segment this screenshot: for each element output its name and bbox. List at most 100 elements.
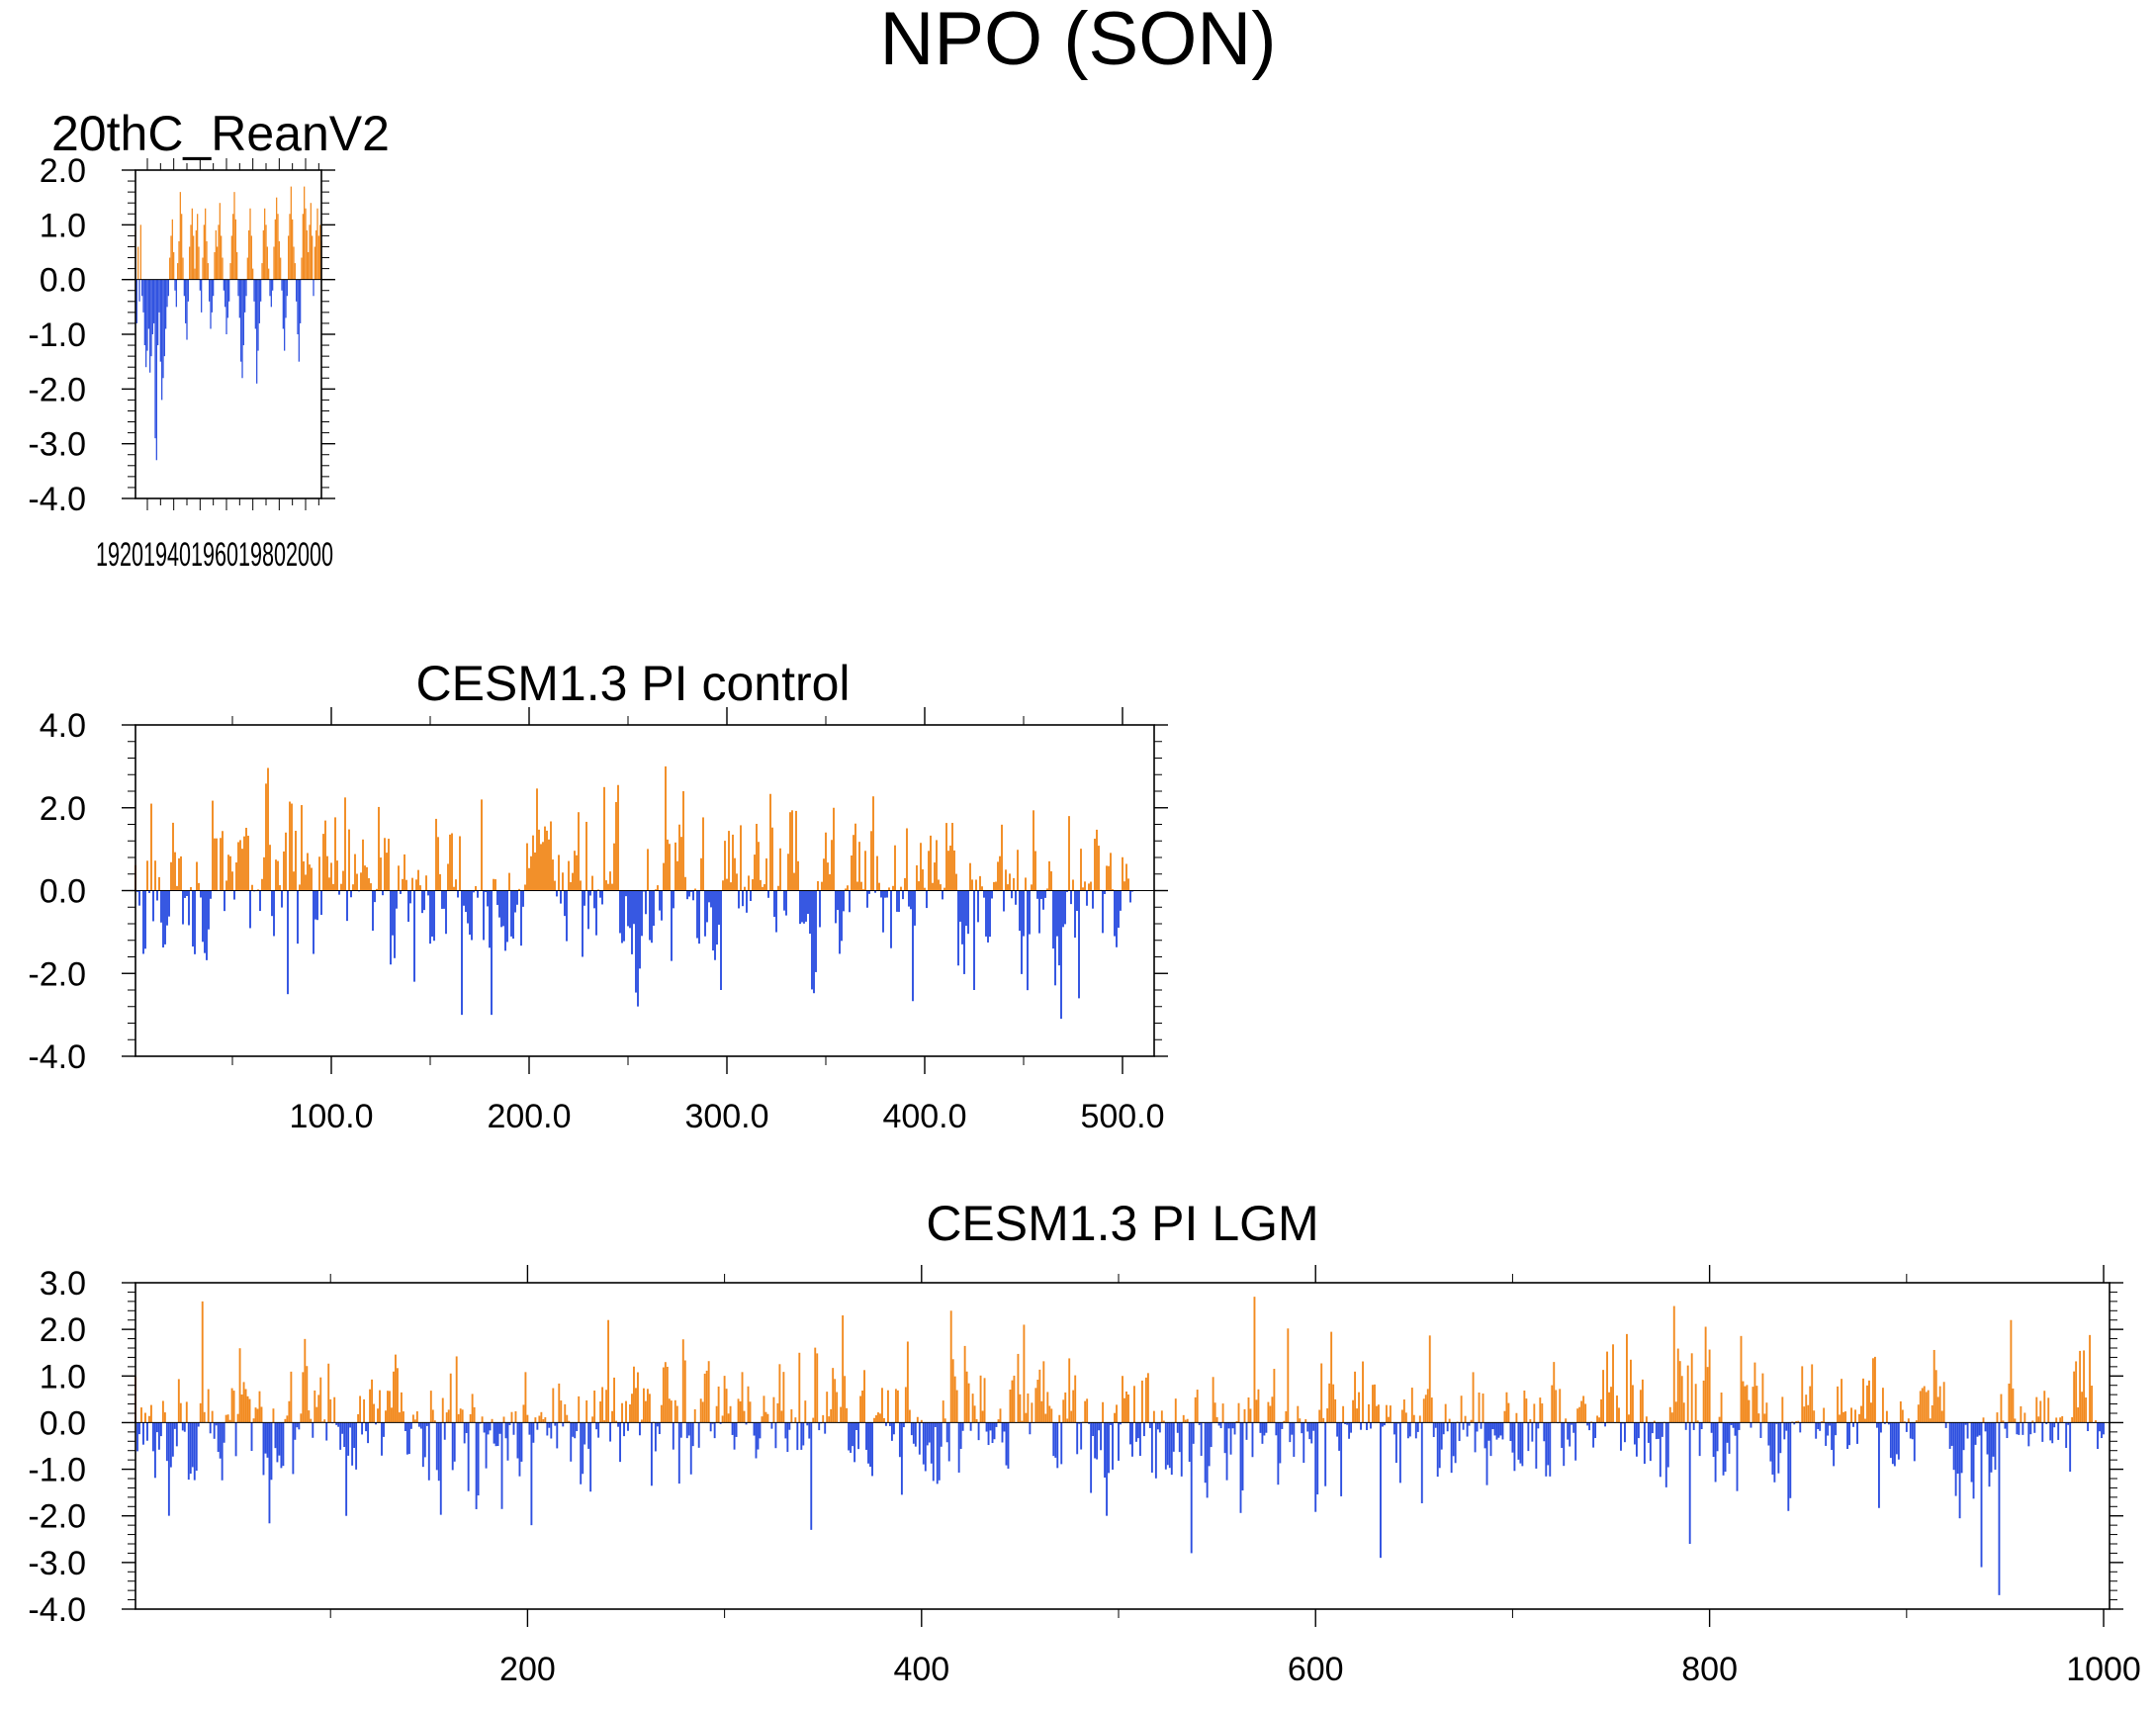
- bar-3-157: [441, 1397, 444, 1423]
- bar-3-81: [292, 1422, 295, 1475]
- bar-3-536: [1188, 1422, 1191, 1462]
- bar-3-586: [1287, 1328, 1290, 1423]
- bar-3-751: [1612, 1344, 1614, 1423]
- bar-3-59: [248, 1398, 251, 1423]
- bar-2-113: [356, 873, 358, 891]
- bar-2-208: [544, 826, 546, 891]
- bar-3-663: [1438, 1422, 1441, 1469]
- bar-3-272: [668, 1398, 671, 1423]
- bar-1-42: [189, 246, 191, 280]
- bar-3-638: [1389, 1405, 1392, 1423]
- bar-2-296: [718, 890, 720, 925]
- bar-3-736: [1582, 1395, 1585, 1423]
- bar-1-95: [258, 279, 260, 323]
- bar-1-3: [137, 246, 139, 280]
- bar-3-248: [621, 1402, 623, 1423]
- bar-3-41: [213, 1422, 216, 1439]
- bar-3-214: [554, 1422, 557, 1426]
- xtick-label: 300.0: [684, 1098, 768, 1135]
- bar-2-31: [194, 890, 196, 954]
- bar-3-455: [1029, 1422, 1032, 1435]
- bar-3-167: [461, 1409, 464, 1423]
- bar-3-473: [1064, 1392, 1067, 1423]
- bar-3-546: [1208, 1422, 1211, 1467]
- bar-2-160: [449, 834, 451, 891]
- bar-2-85: [301, 805, 303, 891]
- bar-1-23: [163, 279, 165, 357]
- bar-3-158: [443, 1422, 446, 1440]
- bar-3-224: [574, 1422, 577, 1439]
- bar-2-254: [635, 890, 637, 993]
- bar-2-225: [578, 812, 580, 891]
- bar-3-596: [1306, 1422, 1309, 1432]
- bar-3-724: [1559, 1389, 1562, 1423]
- bar-3-267: [658, 1422, 661, 1434]
- bar-1-12: [149, 279, 151, 373]
- bar-3-867: [1841, 1379, 1843, 1423]
- bar-3-683: [1478, 1392, 1481, 1423]
- bar-3-967: [2037, 1416, 2040, 1423]
- bar-2-59: [249, 890, 251, 929]
- bar-3-927: [1958, 1422, 1961, 1519]
- bar-3-260: [644, 1400, 647, 1423]
- bar-3-382: [885, 1422, 887, 1426]
- bar-3-555: [1225, 1422, 1228, 1481]
- bar-3-830: [1767, 1422, 1770, 1446]
- bar-3-714: [1539, 1397, 1542, 1423]
- bar-3-511: [1138, 1422, 1141, 1457]
- bar-2-262: [651, 890, 653, 944]
- bar-3-802: [1712, 1422, 1715, 1458]
- bar-2-205: [538, 829, 540, 891]
- bar-2-346: [817, 881, 819, 891]
- bar-2-132: [394, 890, 396, 958]
- bar-3-973: [2049, 1422, 2052, 1441]
- bar-2-438: [999, 855, 1001, 891]
- bar-2-425: [973, 890, 975, 990]
- bar-3-436: [991, 1422, 994, 1444]
- bar-3-765: [1639, 1390, 1642, 1423]
- bar-2-387: [898, 890, 900, 912]
- bar-3-42: [215, 1422, 218, 1426]
- bar-3-430: [979, 1375, 982, 1423]
- bar-2-384: [892, 885, 894, 891]
- bar-2-312: [750, 890, 752, 901]
- bar-3-753: [1616, 1395, 1618, 1423]
- bar-1-122: [294, 263, 296, 280]
- bar-2-487: [1096, 829, 1098, 891]
- bar-3-35: [201, 1301, 204, 1423]
- bar-3-379: [879, 1413, 881, 1423]
- bar-3-256: [637, 1372, 639, 1423]
- bar-3-697: [1505, 1392, 1508, 1423]
- bar-3-53: [236, 1413, 239, 1423]
- bar-1-129: [304, 186, 306, 280]
- bar-3-986: [2075, 1361, 2078, 1423]
- bar-2-288: [702, 817, 704, 891]
- bar-3-361: [844, 1376, 847, 1423]
- bar-3-388: [896, 1390, 899, 1423]
- bar-1-139: [316, 208, 318, 280]
- bar-3-976: [2055, 1417, 2058, 1423]
- bar-3-710: [1531, 1422, 1534, 1442]
- bar-3-132: [393, 1371, 395, 1423]
- bar-2-304: [734, 857, 736, 891]
- bar-3-991: [2085, 1397, 2088, 1423]
- bar-3-510: [1136, 1422, 1139, 1439]
- bar-1-6: [141, 279, 143, 297]
- bar-3-522: [1160, 1410, 1163, 1423]
- bar-3-895: [1895, 1422, 1898, 1455]
- bar-3-911: [1927, 1390, 1930, 1423]
- bar-2-298: [722, 880, 724, 891]
- bar-3-938: [1980, 1422, 1983, 1568]
- bar-3-54: [238, 1348, 241, 1423]
- bar-1-8: [143, 279, 145, 346]
- bar-3-593: [1301, 1422, 1303, 1434]
- bar-3-236: [597, 1422, 600, 1438]
- bar-1-19: [158, 279, 160, 313]
- bar-2-381: [886, 890, 888, 898]
- bar-3-422: [963, 1345, 966, 1423]
- bar-1-134: [310, 203, 312, 280]
- bar-2-50: [231, 871, 233, 891]
- bar-2-373: [870, 831, 872, 891]
- bar-2-216: [560, 890, 562, 904]
- bar-3-354: [830, 1408, 833, 1423]
